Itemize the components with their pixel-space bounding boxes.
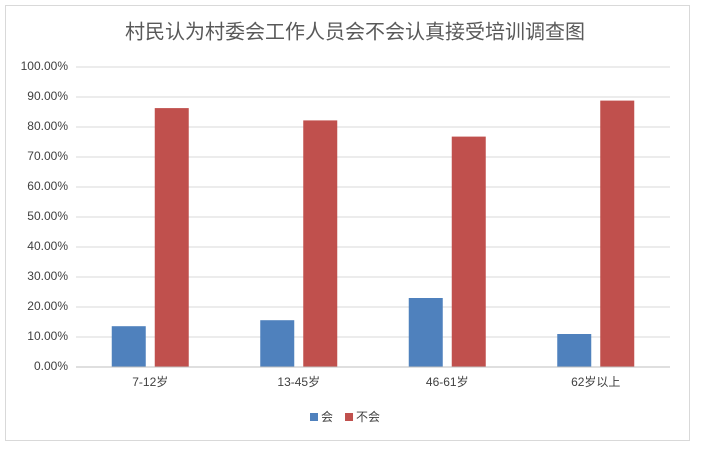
bar [600,100,635,367]
x-tick-label: 7-12岁 [132,374,168,389]
bar [557,334,592,367]
x-tick-label: 62岁以上 [571,374,620,389]
y-tick-label: 70.00% [27,149,68,163]
legend-label: 会 [321,410,333,424]
legend-label: 不会 [356,410,380,424]
x-tick-label: 46-61岁 [426,374,469,389]
y-tick-label: 100.00% [21,59,69,73]
y-tick-label: 30.00% [27,269,68,283]
y-tick-label: 80.00% [27,119,68,133]
legend-swatch [345,413,354,421]
y-tick-label: 90.00% [27,89,68,103]
y-tick-label: 20.00% [27,299,68,313]
y-tick-label: 0.00% [34,359,68,373]
y-tick-label: 60.00% [27,179,68,193]
y-tick-label: 40.00% [27,239,68,253]
legend-swatch [310,413,318,421]
y-tick-label: 50.00% [27,209,68,223]
bar [451,136,486,367]
bar [260,320,295,367]
bar [303,120,338,368]
chart-border [5,5,690,441]
chart-title: 村民认为村委会工作人员会不会认真接受培训调查图 [125,20,585,43]
bar [408,298,443,367]
x-tick-label: 13-45岁 [277,374,320,389]
bar [111,326,146,367]
y-tick-label: 10.00% [27,329,68,343]
bar [154,108,189,367]
